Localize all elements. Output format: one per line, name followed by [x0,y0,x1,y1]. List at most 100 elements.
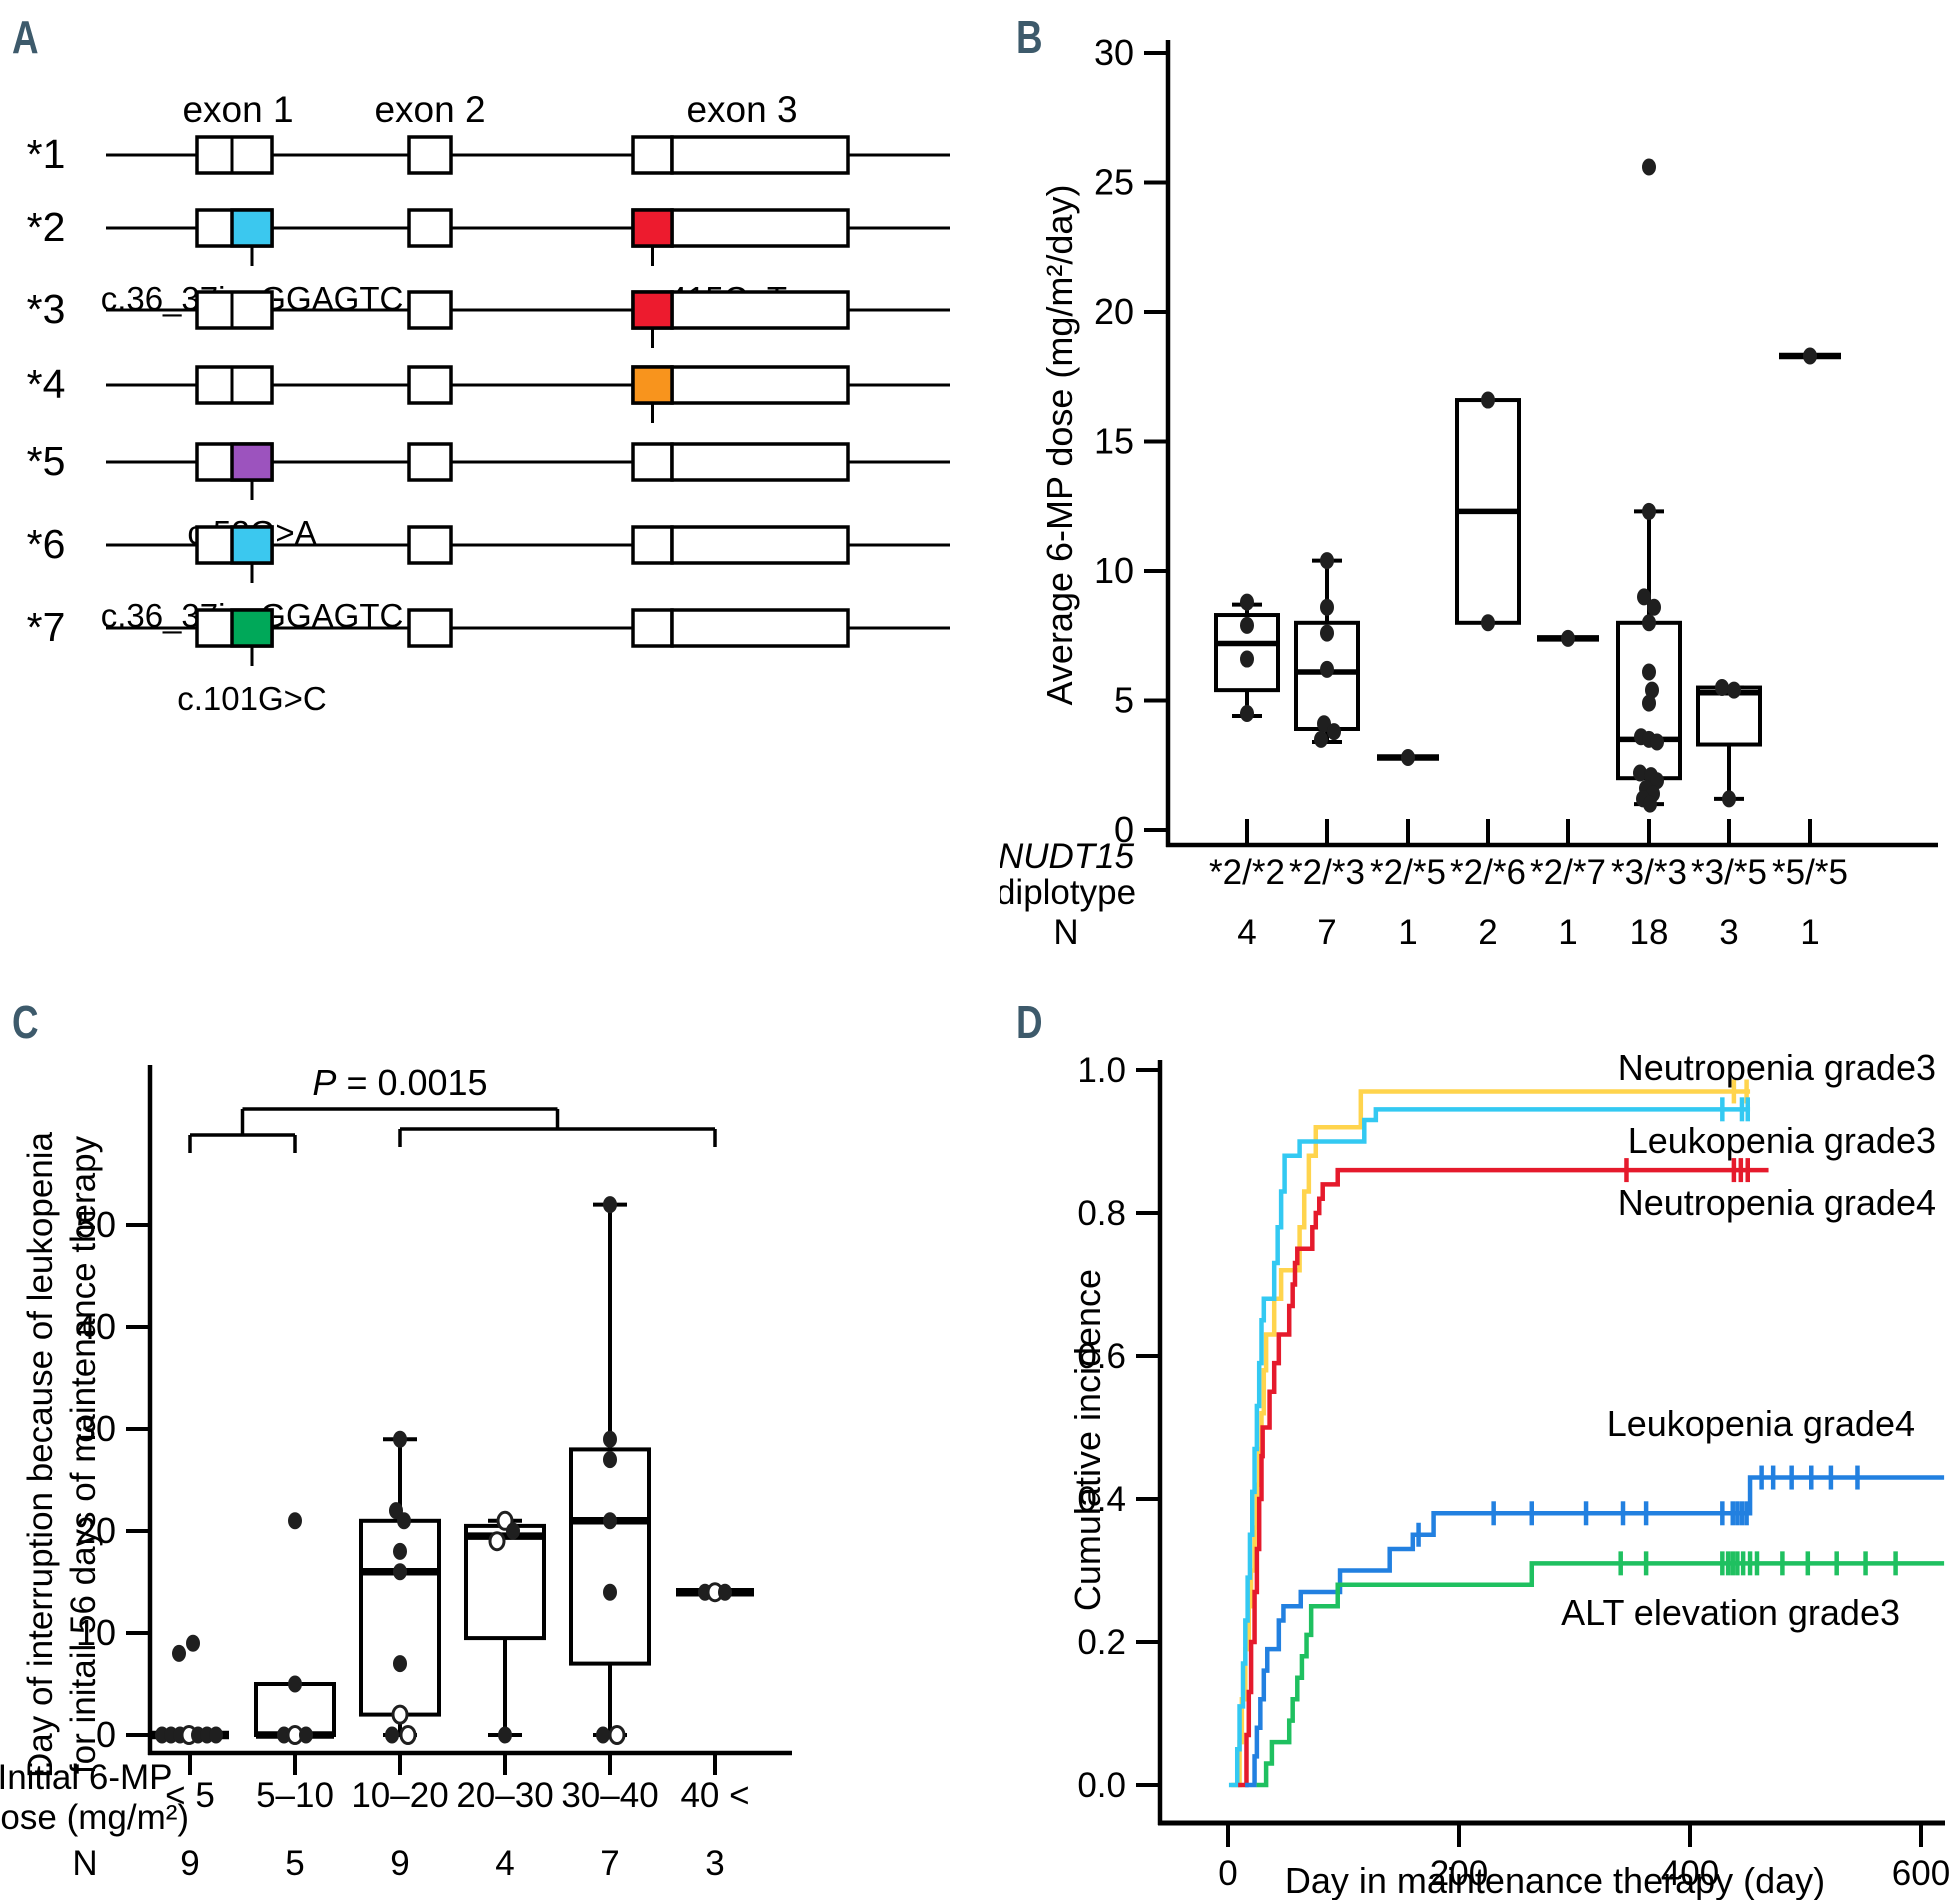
data-point [1240,616,1254,634]
y-tick-label: 0 [96,1714,116,1755]
data-point [1645,681,1659,699]
data-point [1650,733,1664,751]
group-n-value: 4 [1237,913,1256,952]
curve-label: Neutropenia grade3 [1618,1047,1936,1088]
data-point [385,1726,399,1744]
group-n-value: 4 [495,1844,514,1883]
allele-label: *7 [27,604,66,650]
curve-neutropenia-grade3 [1231,1089,1751,1788]
n-row-label: N [1053,913,1078,952]
data-point [288,1675,302,1693]
y-tick-label: 10 [1094,550,1134,591]
curve-label: Neutropenia grade4 [1618,1182,1936,1223]
group-label: *2/*7 [1530,853,1606,892]
group-label: *2/*2 [1209,853,1285,892]
exon-header: exon 1 [182,89,293,130]
data-point-open [608,1725,626,1745]
exon3b-box [670,290,850,330]
data-point [1240,593,1254,611]
data-point [596,1726,610,1744]
data-point [1803,347,1817,365]
data-point [506,1522,520,1540]
data-point-open [399,1725,417,1745]
data-point [393,1563,407,1581]
data-point [603,1451,617,1469]
panel-d-cumulative-incidence: 0.0 0.2 0.4 0.6 0.8 1.0 0 200 400 600 Cumulative i… [1067,1047,1950,1900]
group-label: 10–20 [351,1776,448,1815]
data-point [1240,704,1254,722]
y-tick-label: 30 [1094,32,1134,73]
curve-label: Leukopenia grade4 [1607,1403,1915,1444]
allele-label: *2 [27,204,66,250]
x-tick-label: 400 [1661,1854,1719,1893]
group-label: *2/*3 [1289,853,1365,892]
y-tick-label: 5 [1114,680,1134,721]
x-axis-title-line2: dose (mg/m²) [0,1798,189,1837]
x-tick-label: 200 [1430,1854,1488,1893]
data-point [1642,502,1656,520]
data-point [1401,748,1415,766]
variant-box [230,525,274,565]
y-tick-label: 30 [76,1408,116,1449]
group-n-value: 1 [1398,913,1417,952]
exon1-box [195,290,274,330]
y-tick-label: 0.2 [1077,1623,1126,1662]
data-point [288,1512,302,1530]
box [569,1447,651,1666]
panel-c-letter: C [12,996,39,1048]
data-point [186,1634,200,1652]
group-n-value: 7 [1317,913,1336,952]
exon3b-box [670,442,850,482]
panel-b-letter: B [1016,11,1043,63]
y-axis-title: Average 6-MP dose (mg/m²/day) [1039,185,1080,706]
data-point [1327,723,1341,741]
exon1-box [195,135,274,175]
p-value-label: P = 0.0015 [312,1062,487,1103]
y-tick-label: 0.0 [1077,1766,1126,1805]
data-point [299,1726,313,1744]
y-tick-label: 50 [76,1204,116,1245]
data-point [1727,681,1741,699]
data-point [1722,790,1736,808]
box [1696,685,1762,747]
panel-b-boxplot: 0 5 10 15 20 25 30 *2/*2 4 *2/*3 7 *2/*5 1 *2/*6 2 *2/*… [1000,32,1938,952]
y-tick-label: 20 [1094,291,1134,332]
group-label: 20–30 [456,1776,553,1815]
group-n-value: 3 [1719,913,1738,952]
data-point [718,1583,732,1601]
data-point [1642,694,1656,712]
curve-label: Leukopenia grade3 [1628,1120,1936,1161]
data-point-open [391,1704,409,1725]
exon3b-box [670,608,850,648]
data-point [603,1196,617,1214]
data-point [393,1542,407,1560]
curve-leukopenia-grade3 [1228,1107,1751,1788]
group-n-value: 7 [600,1844,619,1883]
data-point [1715,679,1729,697]
data-point [393,1655,407,1673]
data-point [1643,795,1657,813]
y-tick-label: 0.6 [1077,1337,1126,1376]
data-point [397,1512,411,1530]
data-point [603,1430,617,1448]
data-point [1647,598,1661,616]
group-label: *3/*3 [1611,853,1687,892]
group-label: *3/*5 [1691,853,1767,892]
group-n-value: 2 [1478,913,1497,952]
exon2-box [407,135,453,175]
group-label: *2/*6 [1450,853,1526,892]
group-label: *2/*5 [1370,853,1446,892]
data-point [172,1644,186,1662]
panel-d-letter: D [1016,996,1043,1048]
y-tick-label: 15 [1094,421,1134,462]
group-n-value: 5 [285,1844,304,1883]
y-tick-label: 25 [1094,162,1134,203]
group-label: 30–40 [561,1776,658,1815]
group-n-value: 1 [1558,913,1577,952]
y-tick-label: 40 [76,1306,116,1347]
exon2-box [407,290,453,330]
curve-alt-elevation-grade3 [1256,1561,1945,1788]
data-point [1561,629,1575,647]
